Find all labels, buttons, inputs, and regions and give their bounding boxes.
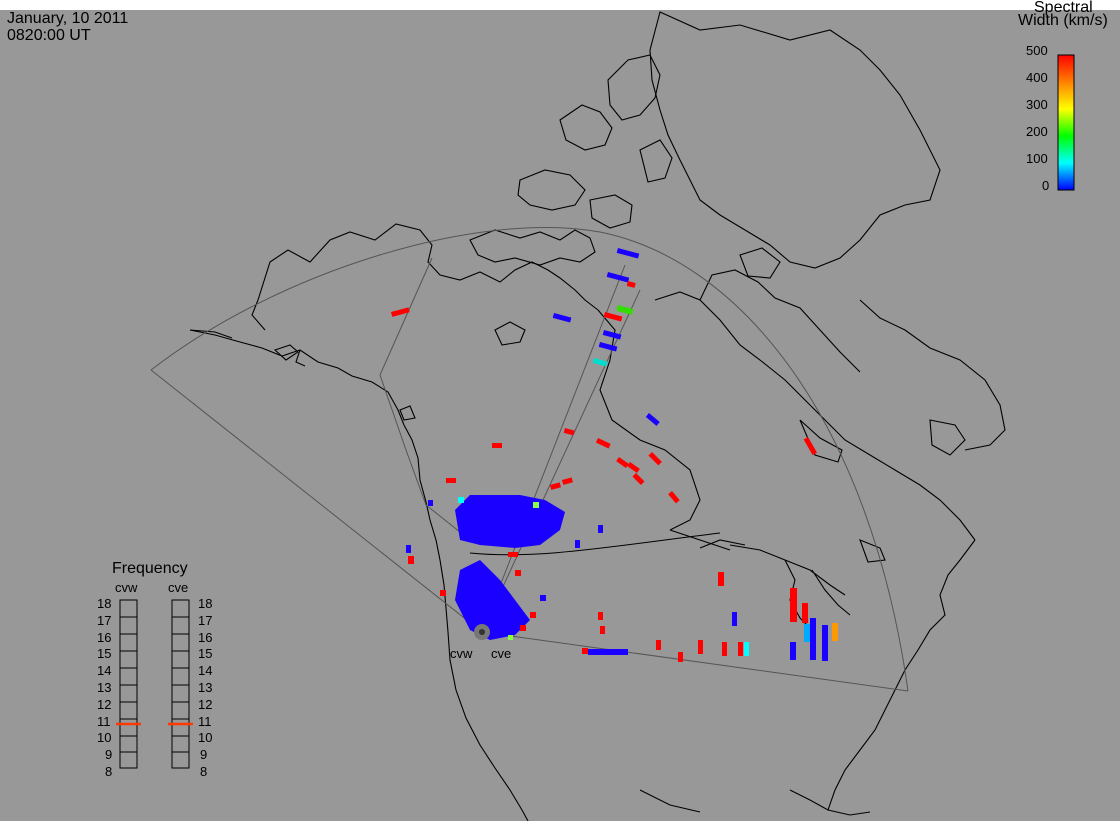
colorbar-tick: 0 bbox=[1042, 178, 1050, 193]
freq-level: 9 bbox=[200, 747, 208, 762]
freq-level: 11 bbox=[198, 714, 212, 729]
frequency-boxes bbox=[119, 599, 190, 769]
coastlines bbox=[189, 11, 1006, 821]
freq-level: 9 bbox=[105, 747, 113, 762]
freq-level: 10 bbox=[198, 730, 213, 745]
freq-level: 15 bbox=[97, 646, 112, 661]
region-outline bbox=[469, 532, 721, 556]
frequency-right-label: cve bbox=[168, 580, 189, 595]
colorbar-title: Spectral bbox=[1034, 0, 1093, 16]
colorbar-tick: 500 bbox=[1026, 43, 1048, 58]
frequency-title: Frequency bbox=[112, 560, 188, 577]
echo-cluster-south bbox=[455, 560, 530, 640]
freq-level: 15 bbox=[198, 646, 213, 661]
colorbar-tick: 400 bbox=[1026, 70, 1048, 85]
echo-cluster-north bbox=[455, 495, 565, 548]
radar-site-marker bbox=[474, 624, 490, 640]
radar-label-west: cvw bbox=[450, 646, 473, 661]
colorbar-tick: 200 bbox=[1026, 124, 1048, 139]
freq-level: 13 bbox=[198, 680, 213, 695]
freq-level: 17 bbox=[97, 613, 112, 628]
freq-level: 10 bbox=[97, 730, 112, 745]
colorbar bbox=[1057, 54, 1075, 191]
freq-level: 8 bbox=[200, 764, 208, 779]
freq-level: 18 bbox=[97, 596, 112, 611]
time-label: 0820:00 UT bbox=[7, 27, 91, 44]
freq-level: 16 bbox=[198, 630, 213, 645]
date-label: January, 10 2011 bbox=[7, 10, 129, 27]
colorbar-units: Width (km/s) bbox=[1018, 12, 1108, 29]
top-border bbox=[0, 0, 1120, 10]
freq-level: 14 bbox=[97, 663, 112, 678]
freq-level: 13 bbox=[97, 680, 112, 695]
freq-level: 12 bbox=[97, 697, 112, 712]
colorbar-tick: 300 bbox=[1026, 97, 1048, 112]
freq-level: 18 bbox=[198, 596, 213, 611]
colorbar-tick: 100 bbox=[1026, 151, 1048, 166]
radar-label-east: cve bbox=[491, 646, 512, 661]
freq-level: 17 bbox=[198, 613, 213, 628]
frequency-left-label: cvw bbox=[115, 580, 138, 595]
radar-echoes bbox=[390, 248, 838, 662]
freq-level: 16 bbox=[97, 630, 112, 645]
freq-level: 12 bbox=[198, 697, 213, 712]
freq-level: 11 bbox=[97, 714, 111, 729]
freq-level: 14 bbox=[198, 663, 213, 678]
freq-level: 8 bbox=[105, 764, 113, 779]
